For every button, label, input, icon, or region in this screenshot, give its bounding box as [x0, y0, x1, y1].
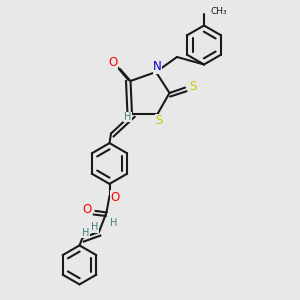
Text: H: H [91, 222, 98, 233]
Text: O: O [109, 56, 118, 70]
Text: O: O [82, 203, 91, 216]
Text: S: S [155, 114, 163, 127]
Text: N: N [153, 60, 162, 73]
Text: H: H [82, 227, 89, 238]
Text: S: S [189, 80, 196, 93]
Text: H: H [124, 112, 131, 122]
Text: H: H [110, 218, 118, 228]
Text: CH₃: CH₃ [210, 7, 226, 16]
Text: O: O [110, 191, 119, 204]
